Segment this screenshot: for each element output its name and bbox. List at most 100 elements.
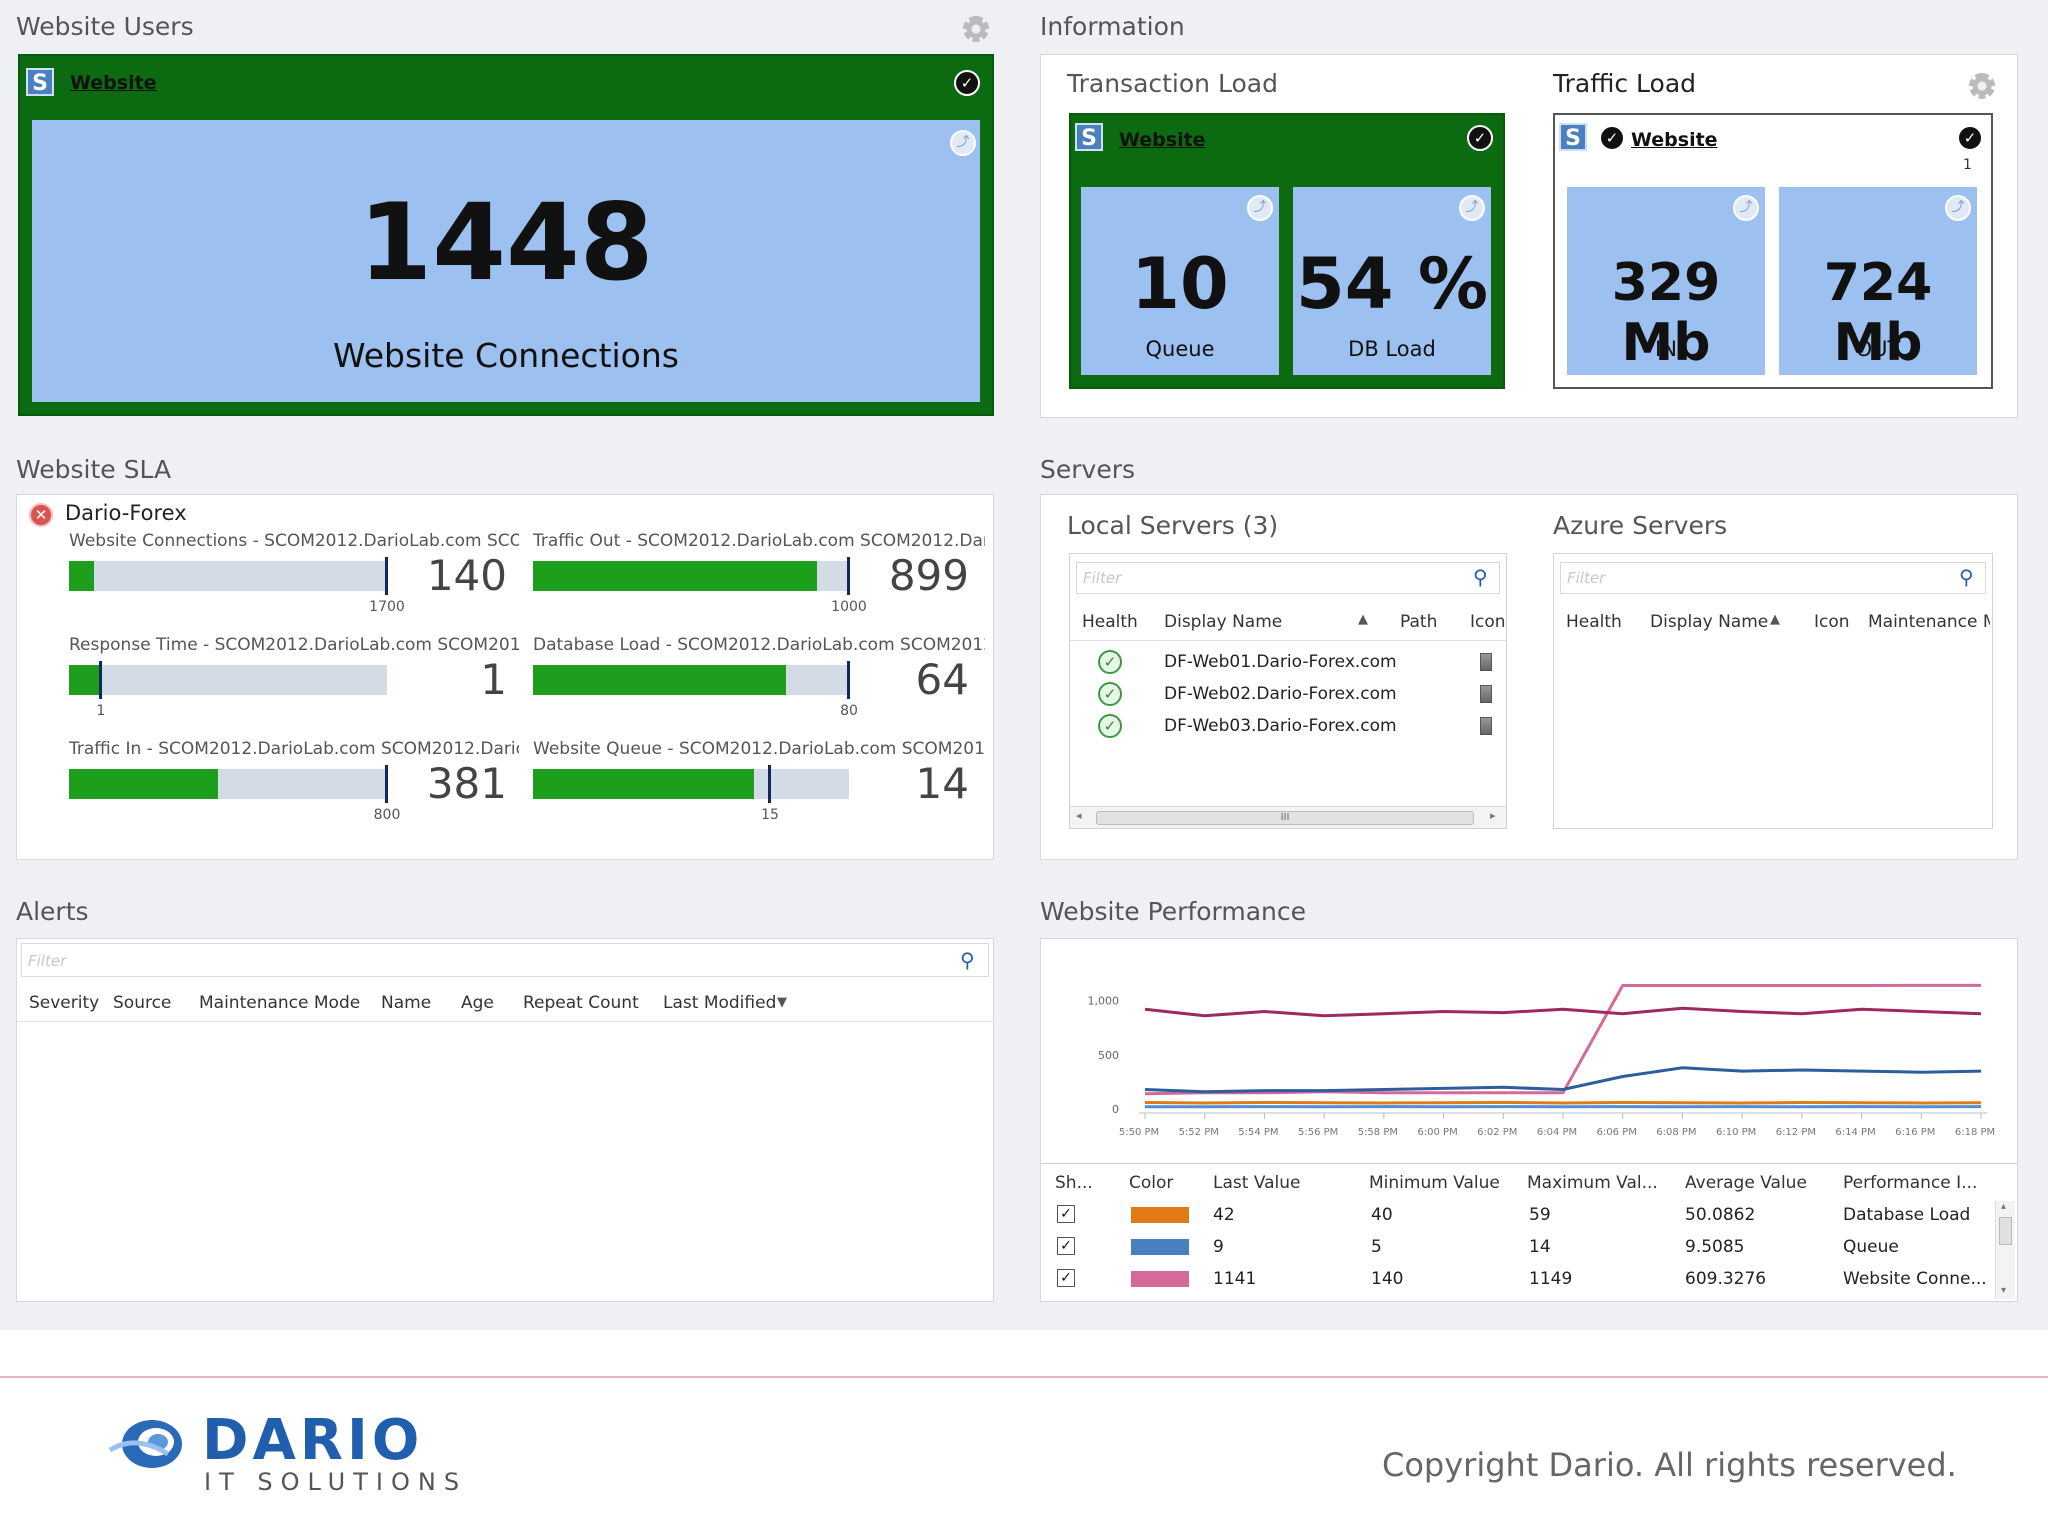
sla-metric[interactable]: Database Load - SCOM2012.DarioLab.com SC… — [533, 635, 985, 735]
last-value: 1141 — [1213, 1269, 1257, 1289]
sla-bar — [69, 661, 387, 699]
y-tick-label: 0 — [1112, 1103, 1119, 1116]
table-row[interactable]: ✓ DF-Web02.Dario-Forex.com — [1070, 680, 1506, 710]
website-users-title: Website Users — [16, 12, 194, 41]
col-last-value[interactable]: Last Value — [1213, 1173, 1301, 1193]
col-display-name[interactable]: Display Name — [1650, 612, 1769, 632]
max-value: 59 — [1529, 1205, 1551, 1225]
vertical-scrollbar[interactable]: ▴ ▾ — [1995, 1201, 2015, 1299]
server-name: DF-Web02.Dario-Forex.com — [1164, 684, 1397, 704]
db-load-tile[interactable]: ⤴ 54 % DB Load — [1293, 187, 1491, 375]
sla-target-marker — [847, 661, 850, 699]
col-health[interactable]: Health — [1566, 612, 1622, 632]
service-icon: S — [26, 68, 54, 96]
col-name[interactable]: Name — [381, 993, 432, 1013]
local-filter-input[interactable]: Filter ⚲ — [1076, 562, 1500, 594]
website-users-box[interactable]: S Website ✓ ⤴ 1448 Website Connections — [18, 54, 994, 416]
search-icon[interactable]: ⚲ — [1473, 565, 1488, 589]
website-link[interactable]: Website — [1119, 129, 1206, 151]
col-display-name[interactable]: Display Name — [1164, 612, 1283, 632]
chart-icon[interactable]: ⤴ — [1247, 195, 1273, 221]
transaction-load-box[interactable]: S Website ✓ ⤴ 10 Queue ⤴ 54 % DB Load — [1069, 113, 1505, 389]
sla-target-label: 800 — [373, 807, 401, 823]
check-icon: ✓ — [1957, 125, 1983, 151]
scroll-thumb[interactable]: III — [1096, 811, 1474, 825]
col-age[interactable]: Age — [461, 993, 494, 1013]
min-value: 140 — [1371, 1269, 1404, 1289]
connections-tile[interactable]: ⤴ 1448 Website Connections — [32, 120, 980, 402]
col-severity[interactable]: Severity — [29, 993, 100, 1013]
sla-object-name[interactable]: Dario-Forex — [65, 501, 187, 525]
col-icon[interactable]: Icon — [1814, 612, 1850, 632]
col-repeat-count[interactable]: Repeat Count — [523, 993, 639, 1013]
scroll-down-icon[interactable]: ▾ — [2001, 1285, 2007, 1296]
server-icon — [1480, 653, 1492, 671]
chart-icon[interactable]: ⤴ — [950, 130, 976, 156]
col-performance-instance[interactable]: Performance I... — [1843, 1173, 1978, 1193]
chart-icon[interactable]: ⤴ — [1733, 195, 1759, 221]
scroll-thumb[interactable] — [1999, 1217, 2012, 1245]
sla-target-label: 1 — [96, 703, 106, 719]
col-icon[interactable]: Icon — [1470, 612, 1506, 632]
queue-tile[interactable]: ⤴ 10 Queue — [1081, 187, 1279, 375]
search-icon[interactable]: ⚲ — [1959, 565, 1974, 589]
azure-filter-input[interactable]: Filter ⚲ — [1560, 562, 1986, 594]
website-link[interactable]: Website — [70, 72, 157, 94]
table-row[interactable]: ✓ 42 40 59 50.0862 Database Load — [1041, 1201, 1997, 1231]
search-icon[interactable]: ⚲ — [960, 948, 975, 972]
sla-metric[interactable]: Traffic In - SCOM2012.DarioLab.com SCOM2… — [69, 739, 519, 839]
sla-metric[interactable]: Website Connections - SCOM2012.DarioLab.… — [69, 531, 519, 631]
sla-bar-fill — [69, 561, 95, 591]
col-color[interactable]: Color — [1129, 1173, 1174, 1193]
scroll-left-icon[interactable]: ◂ — [1076, 809, 1082, 822]
col-max-value[interactable]: Maximum Val... — [1527, 1173, 1658, 1193]
col-health[interactable]: Health — [1082, 612, 1138, 632]
col-maintenance[interactable]: Maintenance M — [1868, 612, 1990, 632]
avg-value: 9.5085 — [1685, 1237, 1745, 1257]
col-path[interactable]: Path — [1400, 612, 1438, 632]
sla-target-label: 15 — [761, 807, 779, 823]
copyright-text: Copyright Dario. All rights reserved. — [1382, 1446, 1957, 1484]
show-checkbox[interactable]: ✓ — [1057, 1269, 1075, 1287]
chart-icon[interactable]: ⤴ — [1459, 195, 1485, 221]
sla-bar-fill — [533, 769, 755, 799]
scroll-right-icon[interactable]: ▸ — [1490, 809, 1496, 822]
traffic-in-tile[interactable]: ⤴ 329 Mb IN — [1567, 187, 1765, 375]
sla-bar — [533, 661, 850, 699]
table-row[interactable]: ✓ 9 5 14 9.5085 Queue — [1041, 1233, 1997, 1263]
scroll-up-icon[interactable]: ▴ — [2001, 1201, 2007, 1212]
queue-label: Queue — [1145, 337, 1215, 361]
sla-metric[interactable]: Website Queue - SCOM2012.DarioLab.com SC… — [533, 739, 985, 839]
show-checkbox[interactable]: ✓ — [1057, 1237, 1075, 1255]
db-load-value: 54 % — [1296, 243, 1488, 325]
horizontal-scrollbar[interactable]: ◂ III ▸ — [1070, 806, 1506, 828]
table-row[interactable]: ✓ DF-Web01.Dario-Forex.com — [1070, 648, 1506, 678]
website-link[interactable]: Website — [1631, 129, 1718, 151]
traffic-load-box[interactable]: S ✓ Website ✓ 1 ⤴ 329 Mb IN ⤴ 724 Mb OUT — [1553, 113, 1993, 389]
alerts-filter-input[interactable]: Filter ⚲ — [21, 943, 989, 977]
gear-icon[interactable] — [963, 16, 989, 42]
col-show[interactable]: Sh... — [1055, 1173, 1093, 1193]
table-row[interactable]: ✓ DF-Web03.Dario-Forex.com — [1070, 712, 1506, 742]
x-tick-label: 6:14 PM — [1835, 1127, 1875, 1138]
show-checkbox[interactable]: ✓ — [1057, 1205, 1075, 1223]
color-swatch — [1131, 1207, 1189, 1223]
alerts-title: Alerts — [16, 897, 89, 926]
sla-bar-fill — [69, 665, 101, 695]
sla-metric[interactable]: Response Time - SCOM2012.DarioLab.com SC… — [69, 635, 519, 735]
chart-icon[interactable]: ⤴ — [1945, 195, 1971, 221]
gear-icon[interactable] — [1969, 73, 1995, 99]
x-tick-label: 6:06 PM — [1597, 1127, 1637, 1138]
col-maintenance-mode[interactable]: Maintenance Mode — [199, 993, 361, 1013]
sla-current-value: 381 — [426, 759, 507, 808]
azure-servers-grid: Filter ⚲ Health Display Name ▲ Icon Main… — [1553, 553, 1993, 829]
col-min-value[interactable]: Minimum Value — [1369, 1173, 1500, 1193]
col-avg-value[interactable]: Average Value — [1685, 1173, 1807, 1193]
col-last-modified[interactable]: Last Modified — [663, 993, 777, 1013]
traffic-out-tile[interactable]: ⤴ 724 Mb OUT — [1779, 187, 1977, 375]
sla-metric[interactable]: Traffic Out - SCOM2012.DarioLab.com SCOM… — [533, 531, 985, 631]
col-source[interactable]: Source — [113, 993, 172, 1013]
table-row[interactable]: ✓ 1141 140 1149 609.3276 Website Conne..… — [1041, 1265, 1997, 1295]
check-icon: ✓ — [1599, 125, 1625, 151]
color-swatch — [1131, 1271, 1189, 1287]
